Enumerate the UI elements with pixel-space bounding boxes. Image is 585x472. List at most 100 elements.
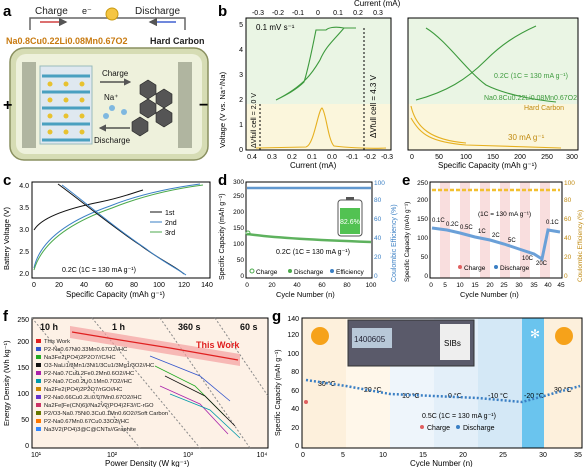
- svg-text:25: 25: [500, 282, 508, 289]
- svg-text:60 s: 60 s: [240, 322, 258, 332]
- panel-a: a Charge e⁻ Discharge: [0, 0, 215, 165]
- svg-text:20 °C: 20 °C: [364, 386, 382, 394]
- svg-text:-20 °C: -20 °C: [524, 392, 544, 400]
- svg-text:P2-Na0.67Mn0.67Cu0.33O2//HC: P2-Na0.67Mn0.67Cu0.33O2//HC: [44, 419, 129, 425]
- svg-text:20: 20: [564, 254, 572, 261]
- svg-text:0: 0: [245, 282, 249, 289]
- svg-text:2.5: 2.5: [19, 249, 29, 256]
- panel-g-letter: g: [272, 308, 282, 325]
- svg-text:35: 35: [530, 282, 538, 289]
- svg-text:-10 °C: -10 °C: [488, 392, 508, 400]
- svg-text:Charge: Charge: [256, 269, 278, 276]
- svg-text:Charge: Charge: [427, 425, 450, 432]
- svg-text:20: 20: [291, 425, 299, 432]
- svg-text:Efficiency: Efficiency: [336, 269, 364, 276]
- cathode-formula: Na0.8Cu0.22Li0.08Mn0.67O2: [6, 36, 128, 46]
- svg-text:80: 80: [130, 282, 138, 289]
- svg-text:0.1C: 0.1C: [546, 220, 559, 226]
- panel-g: g 1400605 SIBs ✻ 30 °C 20 °C 10 °C 0 °C …: [272, 306, 585, 468]
- svg-text:60: 60: [564, 216, 572, 223]
- svg-text:140: 140: [287, 316, 299, 323]
- svg-text:10C: 10C: [522, 256, 534, 262]
- panel-e-letter: e: [402, 172, 411, 189]
- svg-text:10 °C: 10 °C: [402, 392, 420, 400]
- y-axis-label: Voltage (V vs. Na⁺/Na): [218, 71, 227, 148]
- svg-text:4: 4: [239, 47, 243, 54]
- electron-label: e⁻: [82, 6, 92, 16]
- svg-text:25: 25: [499, 452, 507, 459]
- na-ion-label: Na⁺: [104, 93, 118, 102]
- svg-text:40: 40: [374, 235, 382, 242]
- d-rate-text: 0.2C (1C = 130 mA g⁻¹): [276, 249, 350, 256]
- svg-text:30 °C: 30 °C: [554, 386, 572, 394]
- svg-text:0 °C: 0 °C: [448, 392, 462, 400]
- svg-text:20: 20: [374, 254, 382, 261]
- svg-text:0.0: 0.0: [327, 154, 337, 161]
- svg-text:0.1C: 0.1C: [432, 218, 445, 224]
- svg-text:0: 0: [301, 452, 305, 459]
- e-rate-text: (1C = 130 mA g⁻¹): [478, 211, 531, 218]
- svg-text:0: 0: [429, 282, 433, 289]
- svg-text:250: 250: [417, 180, 428, 187]
- svg-text:50: 50: [21, 417, 29, 424]
- svg-text:120: 120: [287, 332, 299, 339]
- svg-text:20: 20: [268, 282, 276, 289]
- discharge-arrow-label: Discharge: [135, 6, 180, 17]
- svg-text:0: 0: [239, 147, 243, 154]
- e-x-label: Cycle Number (n): [460, 290, 519, 299]
- battery-percent: 82.6%: [340, 219, 360, 226]
- svg-text:-0.1: -0.1: [346, 154, 358, 161]
- svg-text:40: 40: [80, 282, 88, 289]
- svg-text:150: 150: [17, 365, 29, 372]
- panel-d: d 0 50 100 150 200 250 300 0 20 40 60 80…: [216, 170, 402, 300]
- panel-f-letter: f: [3, 308, 8, 325]
- svg-text:40: 40: [293, 282, 301, 289]
- panel-a-schematic: Charge e⁻ Discharge: [3, 6, 209, 161]
- f-y-label: Energy Density (Wh kg⁻¹): [2, 340, 11, 426]
- svg-text:100: 100: [366, 282, 377, 289]
- svg-text:O3-NaLi1/3Mn1/3Ni1/3Cu1/3Mg1/3: O3-NaLi1/3Mn1/3Ni1/3Cu1/3Mg1/3O2//HC: [44, 363, 154, 369]
- panel-d-chart: 0 50 100 150 200 250 300 0 20 40 60 80 1…: [219, 179, 398, 299]
- svg-text:10²: 10²: [107, 452, 118, 459]
- bulb-icon: [105, 7, 119, 21]
- svg-text:5: 5: [239, 22, 243, 29]
- panel-c-chart: 2.0 2.5 3.0 3.5 4.0 0 20 40 60 80 100 12…: [2, 181, 213, 299]
- rate-text: 0.2C (1C = 130 mA g⁻¹): [494, 73, 568, 80]
- d-x-label: Cycle Number (n): [276, 290, 335, 299]
- svg-text:60: 60: [318, 282, 326, 289]
- svg-text:0.2: 0.2: [353, 10, 363, 17]
- svg-text:P2-Na0.7Cu0.2Fe0.2Mn0.6O2//HC: P2-Na0.7Cu0.2Fe0.2Mn0.6O2//HC: [44, 371, 134, 377]
- svg-text:200: 200: [17, 339, 29, 346]
- svg-text:100: 100: [417, 235, 428, 242]
- panel-a-letter: a: [3, 3, 12, 20]
- e-y-label: Specific Capacity (mAh g⁻¹): [404, 202, 411, 282]
- svg-text:0.2C: 0.2C: [446, 222, 459, 228]
- sun-icon: [311, 327, 329, 345]
- panel-f-chart: 10 h 1 h 360 s 60 s This Work 0 50 100 1…: [2, 317, 269, 468]
- c-rate-text: 0.2C (1C = 130 mA g⁻¹): [62, 267, 136, 274]
- svg-text:5C: 5C: [508, 238, 516, 244]
- svg-text:250: 250: [541, 154, 553, 161]
- svg-text:5: 5: [443, 282, 447, 289]
- panel-b: b -0.3 -0.2 -0.1 0 0.1 0.2 0.3 Current (…: [216, 0, 585, 170]
- svg-text:80: 80: [343, 282, 351, 289]
- svg-text:5: 5: [341, 452, 345, 459]
- svg-text:20C: 20C: [536, 261, 548, 267]
- svg-text:Na2Fe[Fe(CN)6]//Na2V2(PO4)2F3/: Na2Fe[Fe(CN)6]//Na2V2(PO4)2F3//C-rGO: [44, 403, 154, 409]
- panel-e-chart: 0 50 100 150 200 250 0 20 40 60 80 100 0…: [404, 180, 584, 299]
- scan-rate-label: 0.1 mV s⁻¹: [256, 23, 295, 32]
- svg-text:250: 250: [233, 193, 244, 200]
- svg-text:1 h: 1 h: [112, 322, 125, 332]
- svg-text:1: 1: [239, 122, 243, 129]
- svg-text:200: 200: [233, 209, 244, 216]
- minus-terminal: −: [199, 97, 208, 114]
- svg-text:0.5C: 0.5C: [460, 225, 473, 231]
- sibs-label: SIBs: [444, 339, 461, 348]
- svg-text:0: 0: [25, 443, 29, 450]
- inner-charge-label: Charge: [102, 69, 129, 78]
- svg-text:60: 60: [374, 216, 382, 223]
- panel-c-letter: c: [3, 172, 12, 189]
- svg-text:100: 100: [460, 154, 472, 161]
- f-x-label: Power Density (W kg⁻¹): [105, 459, 190, 467]
- svg-text:100: 100: [233, 241, 244, 248]
